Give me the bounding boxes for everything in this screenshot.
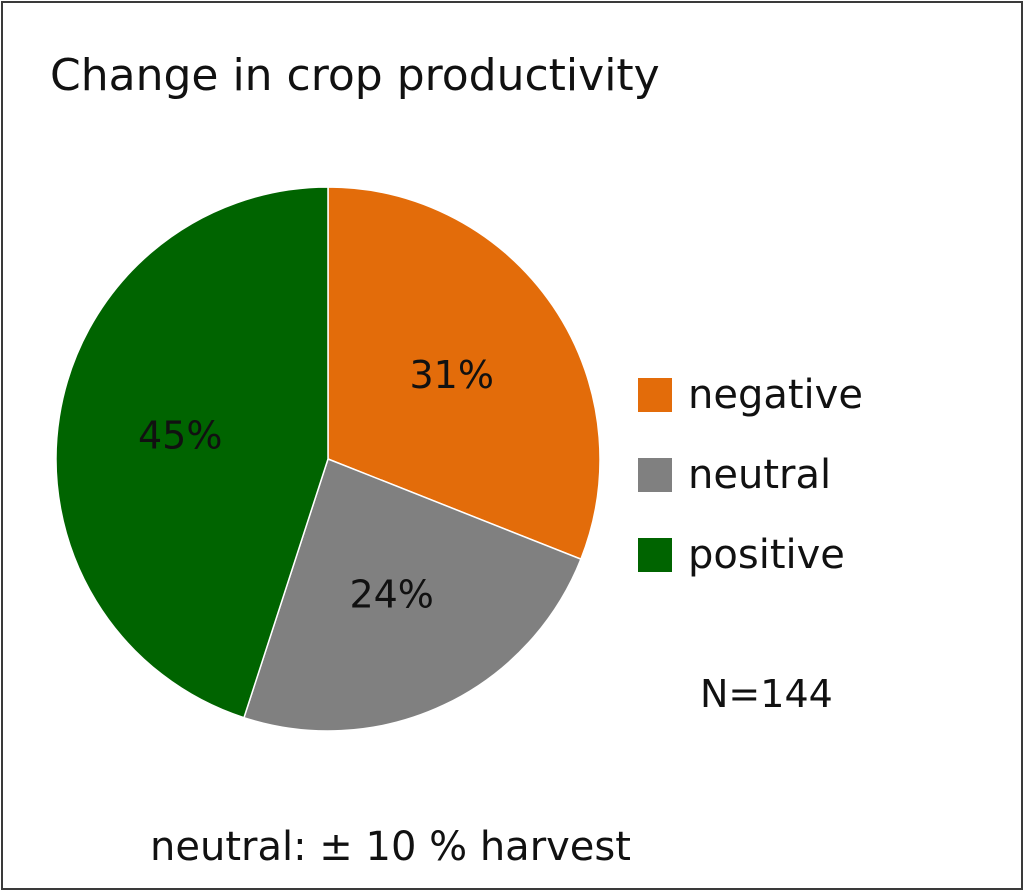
- legend-swatch-negative: [638, 378, 672, 412]
- legend-swatch-positive: [638, 538, 672, 572]
- chart-title: Change in crop productivity: [50, 50, 660, 101]
- pie-slice-positive: [55, 186, 329, 719]
- pie-slice-negative: [327, 186, 601, 561]
- legend-swatch-neutral: [638, 458, 672, 492]
- legend-label-negative: negative: [688, 372, 863, 418]
- legend-label-positive: positive: [688, 532, 845, 578]
- footnote: neutral: ± 10 % harvest: [150, 824, 631, 870]
- legend: negative neutral positive: [638, 355, 863, 595]
- legend-label-neutral: neutral: [688, 452, 832, 498]
- slice-label-negative: 31%: [409, 353, 493, 397]
- legend-item-neutral: neutral: [638, 435, 863, 515]
- sample-size-label: N=144: [700, 672, 833, 716]
- legend-item-negative: negative: [638, 355, 863, 435]
- slice-label-positive: 45%: [138, 414, 222, 458]
- legend-item-positive: positive: [638, 515, 863, 595]
- pie-slice-neutral: [243, 458, 582, 732]
- slice-label-neutral: 24%: [349, 572, 433, 616]
